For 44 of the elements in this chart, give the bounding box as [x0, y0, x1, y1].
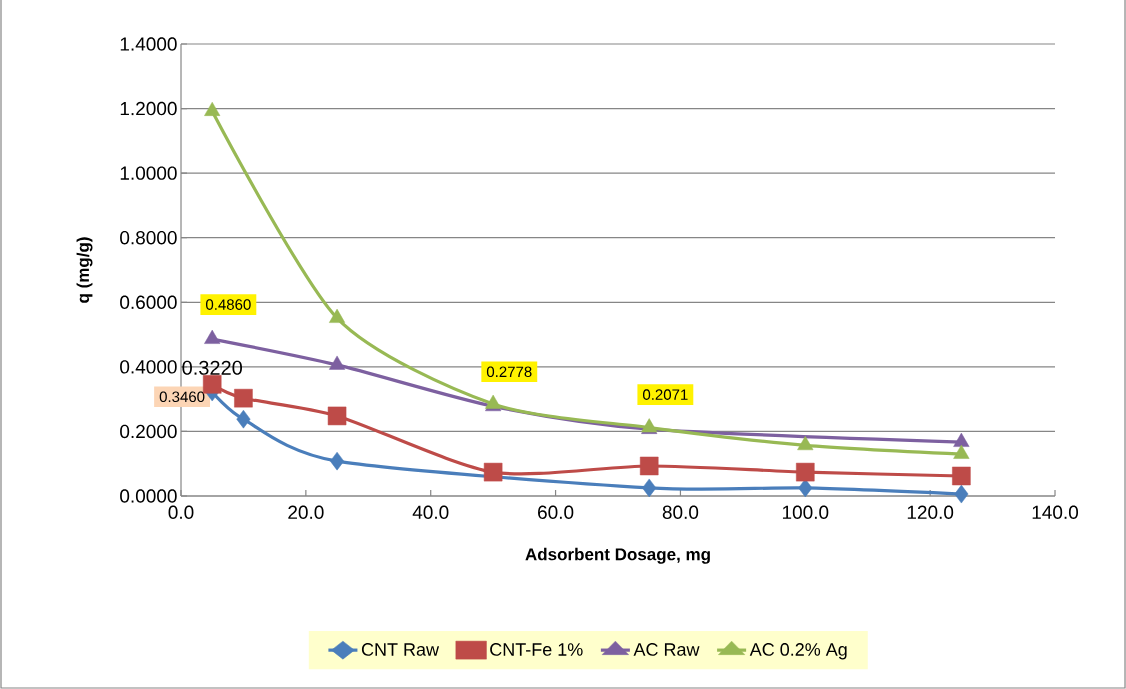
- point: [483, 462, 503, 482]
- point: [204, 101, 221, 116]
- point: [797, 436, 814, 451]
- point: [234, 388, 253, 408]
- x-tick-label: 40.0: [412, 505, 449, 519]
- data-label: 0.2778: [486, 366, 532, 378]
- y-tick-label: 0.2000: [120, 424, 177, 439]
- data-label: 0.3460: [159, 391, 205, 403]
- legend-label: CNT-Fe 1%: [490, 643, 583, 656]
- y-axis-title: q (mg/g): [76, 237, 93, 303]
- data-label: 0.4860: [206, 299, 251, 310]
- data-label: 0.3220: [182, 360, 243, 375]
- x-tick-label: 20.0: [288, 505, 324, 519]
- point: [327, 406, 347, 426]
- point: [639, 456, 659, 476]
- point: [954, 484, 969, 504]
- point: [642, 478, 657, 498]
- x-tick-label: 0.0: [168, 505, 194, 519]
- point: [952, 466, 971, 486]
- point: [236, 409, 251, 429]
- legend-label: AC Raw: [633, 643, 700, 656]
- point: [953, 432, 970, 447]
- y-tick-label: 0.8000: [120, 230, 177, 245]
- point: [329, 355, 346, 370]
- y-tick-label: 0.4000: [120, 360, 177, 374]
- point: [953, 444, 970, 459]
- point: [796, 462, 815, 482]
- x-tick-label: 80.0: [662, 505, 699, 519]
- y-tick-label: 1.4000: [120, 37, 177, 51]
- x-tick-label: 100.0: [782, 505, 829, 519]
- x-tick-label: 120.0: [907, 505, 954, 519]
- y-tick-label: 1.2000: [120, 101, 177, 116]
- data-label: 0.2071: [643, 389, 688, 400]
- legend-label: CNT Raw: [361, 643, 440, 656]
- legend-label: AC 0.2% Ag: [749, 643, 847, 660]
- x-axis-title: Adsorbent Dosage, mg: [525, 547, 710, 564]
- y-tick-label: 1.0000: [120, 166, 177, 180]
- y-tick-label: 0.6000: [120, 295, 177, 310]
- y-tick-label: 0.0000: [120, 489, 177, 503]
- x-tick-label: 60.0: [538, 505, 574, 519]
- point: [204, 329, 221, 344]
- point: [329, 308, 346, 323]
- x-tick-label: 140.0: [1032, 505, 1079, 519]
- point: [330, 451, 345, 471]
